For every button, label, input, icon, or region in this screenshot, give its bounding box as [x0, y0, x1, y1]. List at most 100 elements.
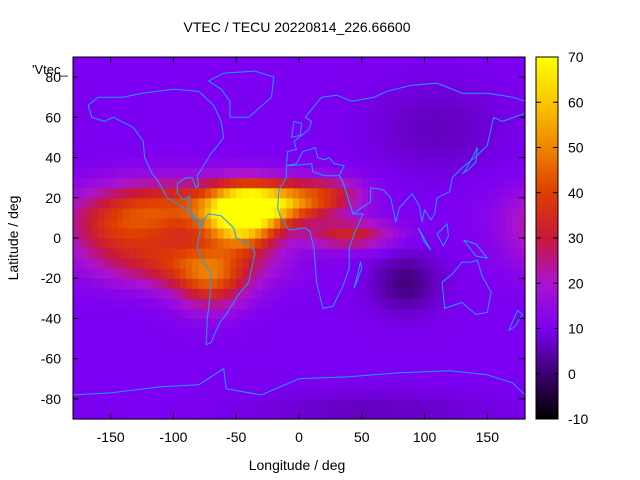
heatmap-cell — [135, 167, 143, 179]
heatmap-cell — [481, 388, 488, 400]
heatmap-cell — [443, 408, 451, 420]
heatmap-cell — [443, 238, 451, 249]
heatmap-cell — [98, 338, 105, 350]
x-tick-label: 100 — [413, 429, 437, 445]
heatmap-cell — [248, 308, 256, 320]
heatmap-cell — [324, 217, 331, 229]
heatmap-cell — [355, 368, 363, 380]
heatmap-cell — [374, 137, 382, 149]
heatmap-cell — [324, 388, 331, 400]
heatmap-cell — [148, 107, 156, 118]
heatmap-cell — [273, 278, 281, 289]
heatmap-cell — [443, 127, 451, 139]
heatmap-cell — [449, 308, 457, 320]
heatmap-cell — [462, 97, 470, 108]
heatmap-cell — [79, 127, 87, 139]
heatmap-cell — [342, 77, 350, 88]
heatmap-cell — [349, 127, 357, 139]
heatmap-cell — [487, 137, 495, 149]
heatmap-cell — [98, 187, 105, 199]
heatmap-cell — [399, 268, 407, 279]
heatmap-cell — [292, 268, 300, 279]
heatmap-cell — [349, 348, 357, 360]
heatmap-cell — [349, 248, 357, 259]
heatmap-cell — [418, 308, 426, 320]
heatmap-cell — [135, 358, 143, 370]
heatmap-cell — [393, 87, 401, 98]
heatmap-cell — [280, 408, 288, 420]
heatmap-cell — [248, 348, 256, 360]
heatmap-cell — [280, 268, 288, 279]
heatmap-cell — [349, 197, 357, 209]
heatmap-cell — [317, 398, 325, 410]
heatmap-cell — [330, 127, 338, 139]
heatmap-cell — [443, 378, 451, 390]
heatmap-cell — [273, 318, 281, 330]
heatmap-cell — [73, 378, 80, 390]
heatmap-cell — [160, 238, 168, 249]
heatmap-cell — [455, 248, 463, 259]
heatmap-cell — [443, 207, 451, 219]
heatmap-cell — [211, 117, 218, 128]
heatmap-cell — [512, 338, 520, 350]
heatmap-cell — [487, 107, 495, 118]
heatmap-cell — [512, 197, 520, 209]
heatmap-cell — [98, 167, 105, 179]
heatmap-cell — [167, 127, 175, 139]
heatmap-cell — [481, 147, 488, 159]
heatmap-cell — [418, 187, 426, 199]
heatmap-cell — [311, 268, 319, 279]
heatmap-cell — [123, 167, 131, 179]
heatmap-cell — [148, 227, 156, 239]
heatmap-cell — [129, 117, 137, 128]
heatmap-cell — [399, 197, 407, 209]
heatmap-cell — [261, 368, 269, 380]
heatmap-cell — [110, 288, 118, 299]
heatmap-cell — [499, 207, 507, 219]
heatmap-cell — [173, 217, 181, 229]
heatmap-cell — [98, 398, 105, 410]
heatmap-cell — [104, 147, 112, 159]
heatmap-cell — [110, 348, 118, 360]
heatmap-cell — [499, 67, 507, 78]
heatmap-cell — [443, 308, 451, 320]
heatmap-cell — [317, 358, 325, 370]
heatmap-cell — [361, 288, 369, 299]
heatmap-cell — [267, 167, 275, 179]
heatmap-cell — [292, 288, 300, 299]
heatmap-cell — [386, 388, 394, 400]
heatmap-cell — [142, 238, 149, 249]
heatmap-cell — [412, 167, 419, 179]
heatmap-cell — [374, 147, 382, 159]
heatmap-cell — [292, 157, 300, 169]
heatmap-cell — [305, 368, 313, 380]
heatmap-cell — [374, 328, 382, 340]
heatmap-cell — [110, 197, 118, 209]
heatmap-cell — [104, 348, 112, 360]
heatmap-cell — [79, 378, 87, 390]
heatmap-cell — [173, 398, 181, 410]
heatmap-cell — [167, 238, 175, 249]
heatmap-cell — [380, 167, 388, 179]
heatmap-cell — [368, 87, 375, 98]
heatmap-cell — [487, 157, 495, 169]
heatmap-cell — [468, 147, 476, 159]
heatmap-cell — [79, 348, 87, 360]
heatmap-cell — [211, 288, 218, 299]
heatmap-cell — [336, 177, 344, 189]
heatmap-cell — [380, 177, 388, 189]
coastline — [291, 120, 302, 138]
heatmap-cell — [324, 248, 331, 259]
heatmap-cell — [311, 107, 319, 118]
heatmap-cell — [330, 227, 338, 239]
heatmap-cell — [305, 97, 313, 108]
heatmap-cell — [405, 137, 413, 149]
heatmap-cell — [487, 278, 495, 289]
heatmap-cell — [430, 258, 438, 269]
heatmap-cell — [462, 127, 470, 139]
heatmap-cell — [405, 57, 413, 68]
heatmap-cell — [110, 97, 118, 108]
heatmap-cell — [317, 258, 325, 269]
heatmap-cell — [123, 368, 131, 380]
heatmap-cell — [248, 67, 256, 78]
